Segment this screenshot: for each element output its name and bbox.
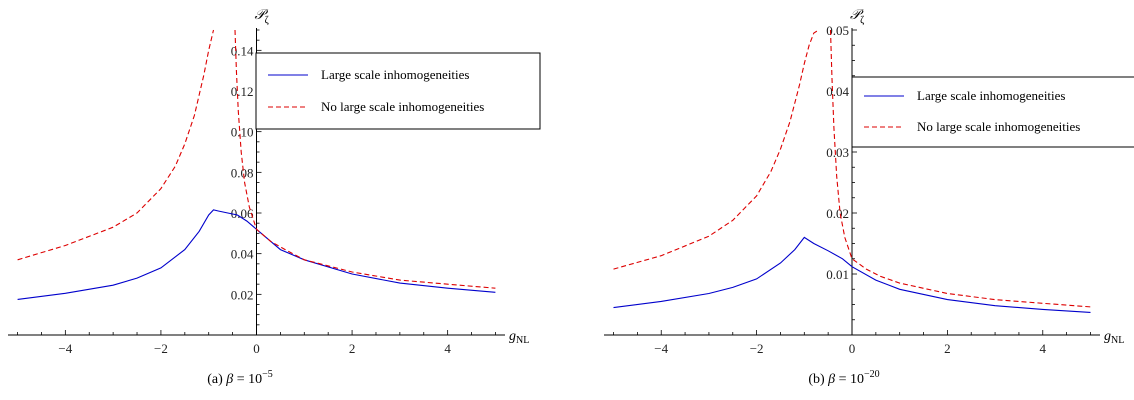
series-no-large-scale-line xyxy=(234,29,496,289)
x-tick-label: 2 xyxy=(944,341,951,356)
y-tick-label: 0.03 xyxy=(826,145,849,160)
y-axis-label: 𝒫ζ xyxy=(255,8,269,26)
y-tick-label: 0.04 xyxy=(826,84,849,99)
legend-entry: Large scale inhomogeneities xyxy=(917,88,1065,103)
x-tick-label: 4 xyxy=(1040,341,1047,356)
legend: Large scale inhomogeneities No large scal… xyxy=(255,52,541,130)
x-tick-label: 0 xyxy=(849,341,856,356)
legend-entry: No large scale inhomogeneities xyxy=(917,119,1080,134)
x-tick-label: 2 xyxy=(349,341,356,356)
x-tick-label: −2 xyxy=(750,341,764,356)
y-tick-label: 0.12 xyxy=(231,84,254,99)
y-tick-label: 0.02 xyxy=(231,287,254,302)
y-tick-label: 0.05 xyxy=(826,23,849,38)
legend-box xyxy=(255,52,541,130)
x-tick-label: 4 xyxy=(444,341,451,356)
x-axis-label: gNL xyxy=(509,329,529,346)
y-tick-label: 0.10 xyxy=(231,125,254,140)
panel-caption: (b) β = 10−20 xyxy=(808,369,879,387)
y-tick-label: 0.14 xyxy=(231,43,254,58)
series-no-large-scale-line xyxy=(829,29,1091,308)
y-tick-label: 0.04 xyxy=(231,247,254,262)
y-tick-label: 0.08 xyxy=(231,165,254,180)
chart-panel-0: −4 −2 0 2 4 0.02 0.04 0.06 0.08 0.10 0.12 0.14 𝒫ζ gNL… xyxy=(8,8,541,387)
legend-entry: No large scale inhomogeneities xyxy=(321,99,484,114)
x-tick-label: 0 xyxy=(253,341,260,356)
legend-entry: Large scale inhomogeneities xyxy=(321,67,469,82)
x-tick-label: −4 xyxy=(58,341,72,356)
y-tick-label: 0.01 xyxy=(826,267,849,282)
legend-box xyxy=(851,76,1134,148)
y-tick-label: 0.02 xyxy=(826,206,849,221)
y-tick-label: 0.06 xyxy=(231,206,254,221)
series-large-scale-line xyxy=(17,209,496,300)
series-large-scale-line xyxy=(613,236,1091,313)
y-axis-label: 𝒫ζ xyxy=(850,8,864,26)
series-no-large-scale-line xyxy=(613,29,819,270)
x-tick-label: −4 xyxy=(654,341,668,356)
x-axis-label: gNL xyxy=(1104,329,1124,346)
series-no-large-scale-line xyxy=(17,29,215,261)
panel-caption: (a) β = 10−5 xyxy=(207,369,273,387)
legend: Large scale inhomogeneities No large scal… xyxy=(851,76,1134,148)
x-tick-label: −2 xyxy=(154,341,168,356)
